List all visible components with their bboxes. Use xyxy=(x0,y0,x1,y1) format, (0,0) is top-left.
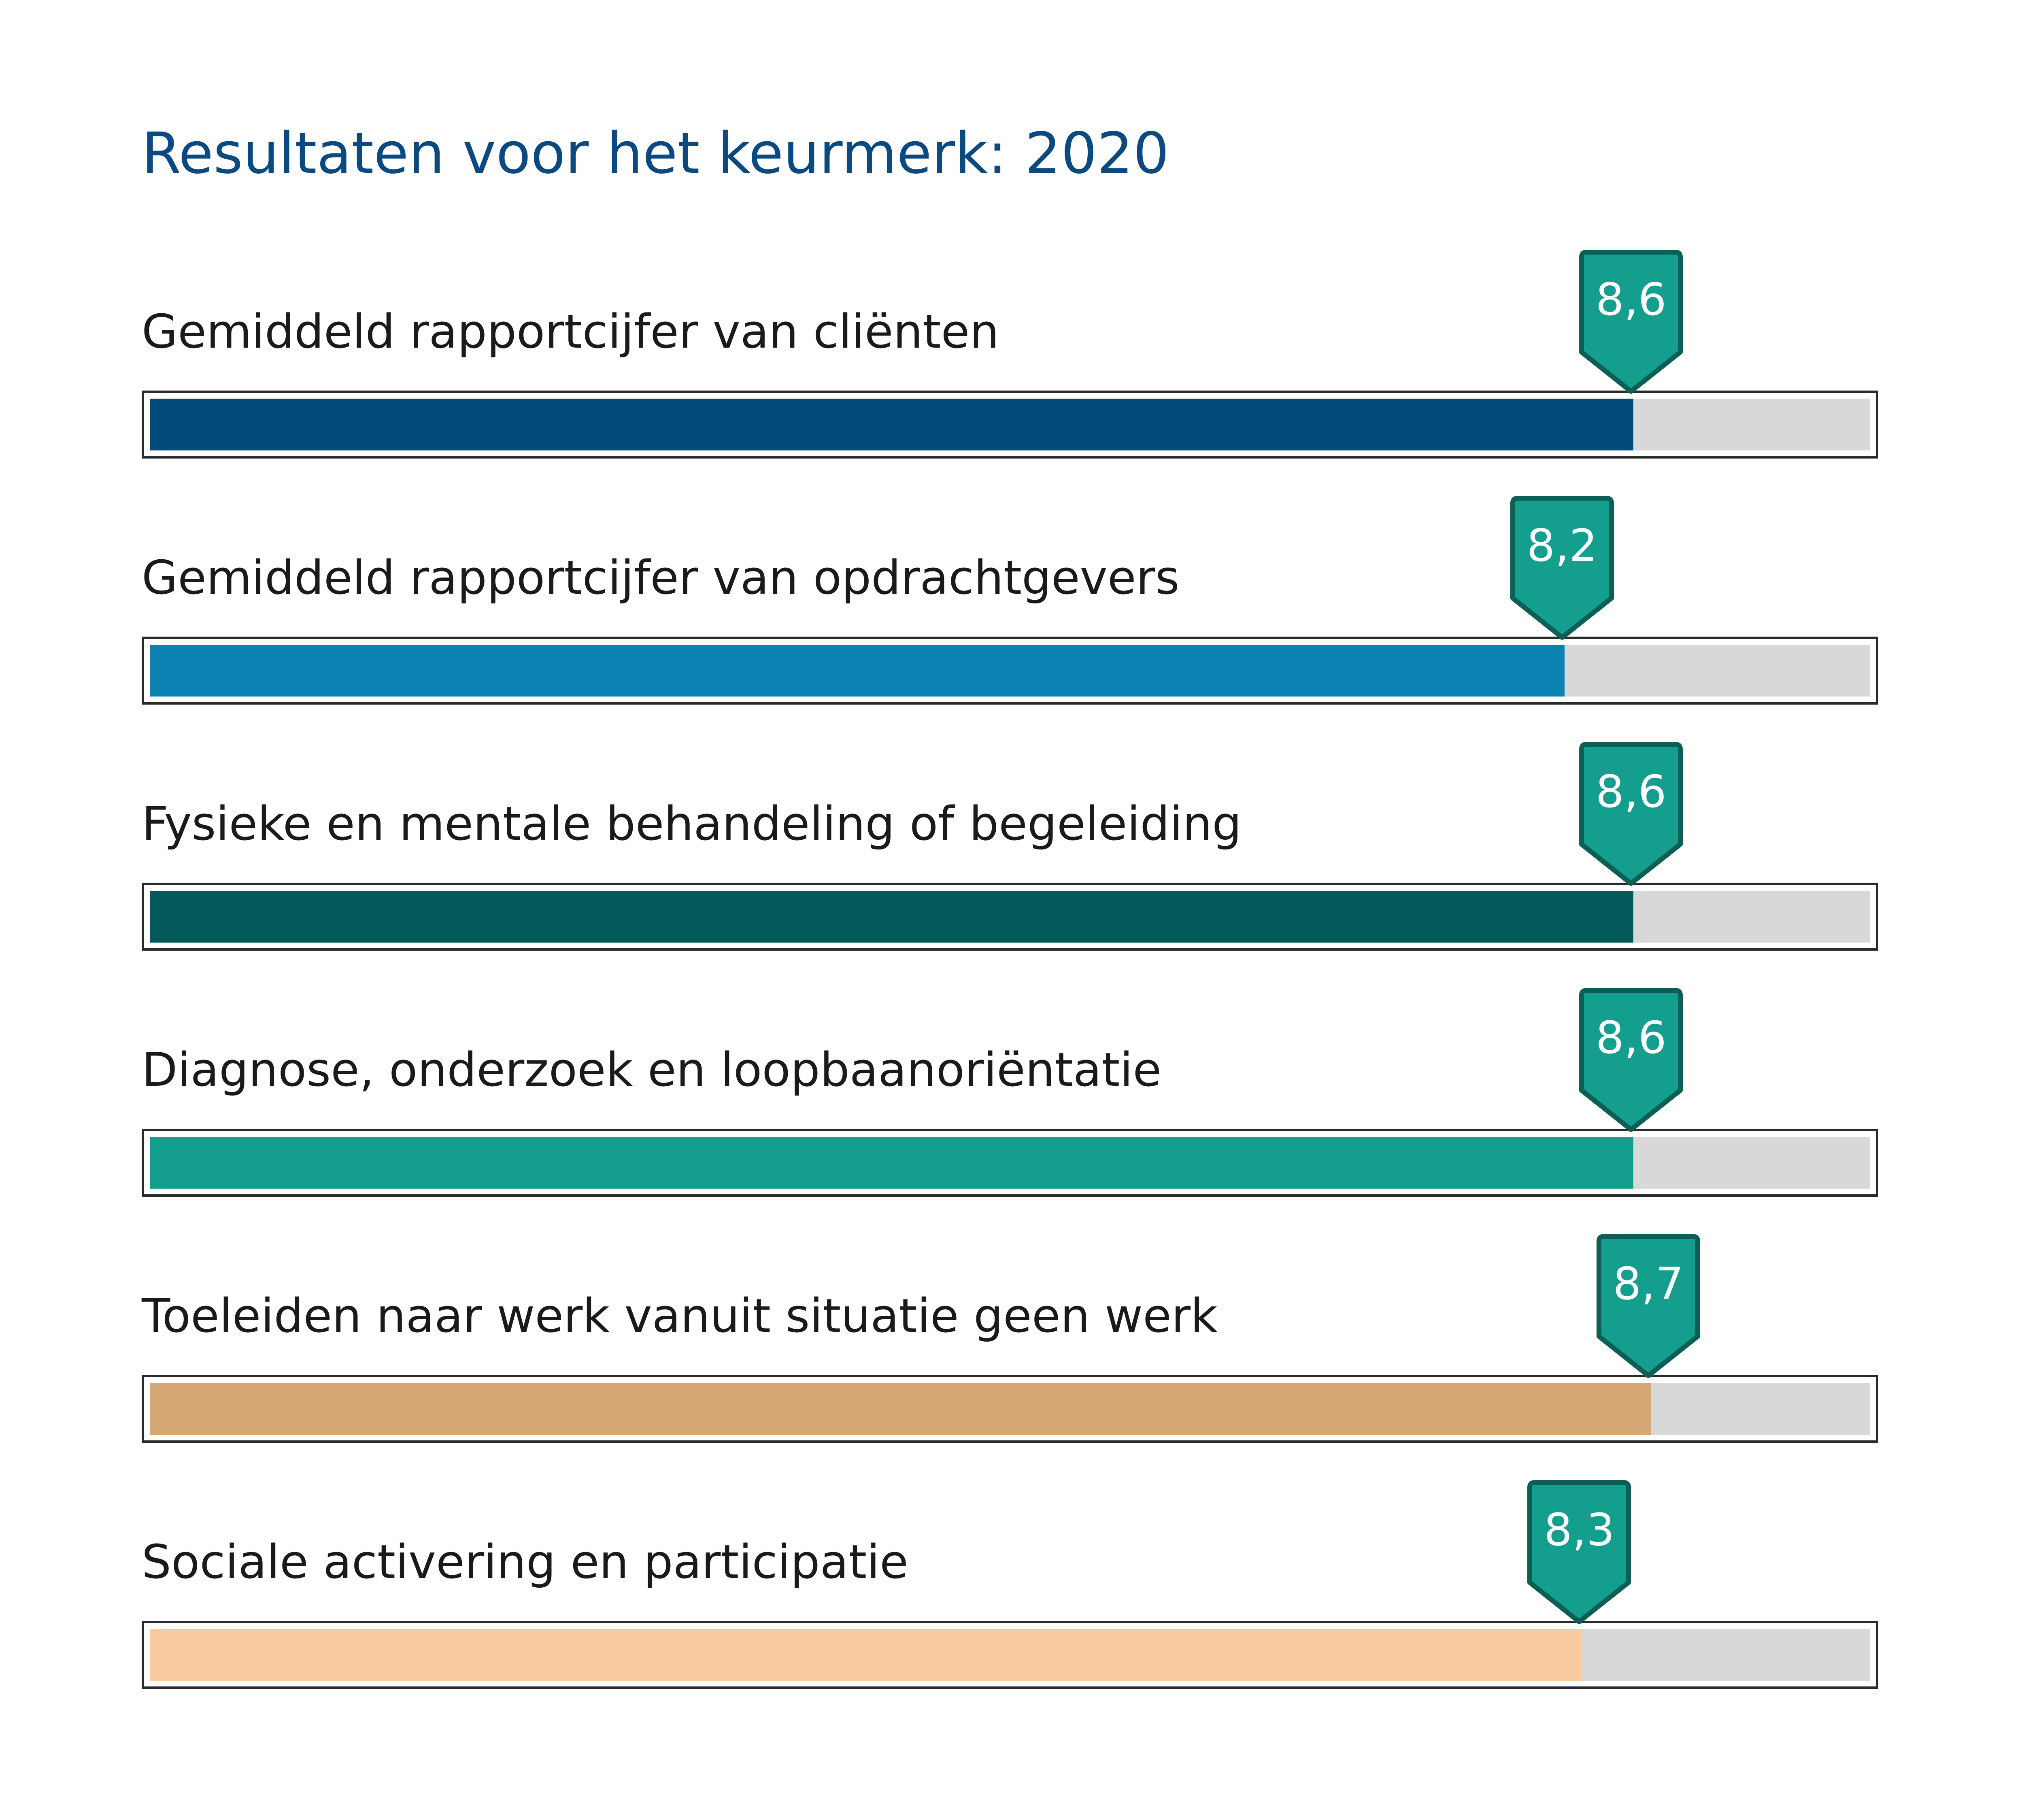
bar-track xyxy=(150,645,1870,697)
bar-frame xyxy=(142,1129,1878,1197)
row-label: Toeleiden naar werk vanuit situatie geen… xyxy=(142,1289,1218,1343)
marker-tag xyxy=(1579,988,1683,1132)
marker-tag xyxy=(1579,250,1683,394)
bar xyxy=(150,399,1634,450)
bar-track xyxy=(150,399,1870,450)
marker-shape xyxy=(1579,250,1683,394)
marker-tag xyxy=(1527,1480,1631,1624)
value-label: 8,2 xyxy=(1527,520,1598,571)
value-marker: 8,2 xyxy=(1509,495,1615,641)
marker-tag xyxy=(1510,496,1614,640)
bar-frame xyxy=(142,391,1878,459)
row-label: Gemiddeld rapportcijfer van cliënten xyxy=(142,305,999,359)
value-marker: 8,6 xyxy=(1578,249,1684,395)
bar-track xyxy=(150,1383,1870,1435)
chart-title: Resultaten voor het keurmerk: 2020 xyxy=(142,121,1169,187)
value-label: 8,6 xyxy=(1595,766,1667,818)
bar xyxy=(150,891,1634,943)
bar-frame xyxy=(142,1621,1878,1689)
value-label: 8,6 xyxy=(1595,274,1667,325)
value-label: 8,3 xyxy=(1544,1504,1615,1556)
bar-frame xyxy=(142,883,1878,951)
marker-shape xyxy=(1579,742,1683,886)
bar-track xyxy=(150,1629,1870,1681)
value-label: 8,6 xyxy=(1595,1012,1667,1064)
bar xyxy=(150,645,1565,697)
row-label: Sociale activering en participatie xyxy=(142,1535,908,1589)
row-label: Fysieke en mentale behandeling of begele… xyxy=(142,797,1242,851)
bar xyxy=(150,1137,1634,1189)
marker-shape xyxy=(1510,496,1614,640)
value-marker: 8,7 xyxy=(1596,1233,1701,1379)
bar-frame xyxy=(142,1375,1878,1443)
bar-track xyxy=(150,891,1870,943)
marker-tag xyxy=(1596,1234,1700,1378)
bar xyxy=(150,1383,1651,1435)
marker-shape xyxy=(1579,988,1683,1132)
value-marker: 8,6 xyxy=(1578,987,1684,1133)
marker-shape xyxy=(1596,1234,1700,1378)
value-marker: 8,3 xyxy=(1527,1479,1632,1625)
value-marker: 8,6 xyxy=(1578,741,1684,887)
bar xyxy=(150,1629,1582,1681)
bar-frame xyxy=(142,637,1878,705)
row-label: Gemiddeld rapportcijfer van opdrachtgeve… xyxy=(142,551,1180,605)
row-label: Diagnose, onderzoek en loopbaanoriëntati… xyxy=(142,1043,1162,1097)
value-label: 8,7 xyxy=(1613,1258,1684,1310)
bar-track xyxy=(150,1137,1870,1189)
marker-shape xyxy=(1527,1480,1631,1624)
marker-tag xyxy=(1579,742,1683,886)
